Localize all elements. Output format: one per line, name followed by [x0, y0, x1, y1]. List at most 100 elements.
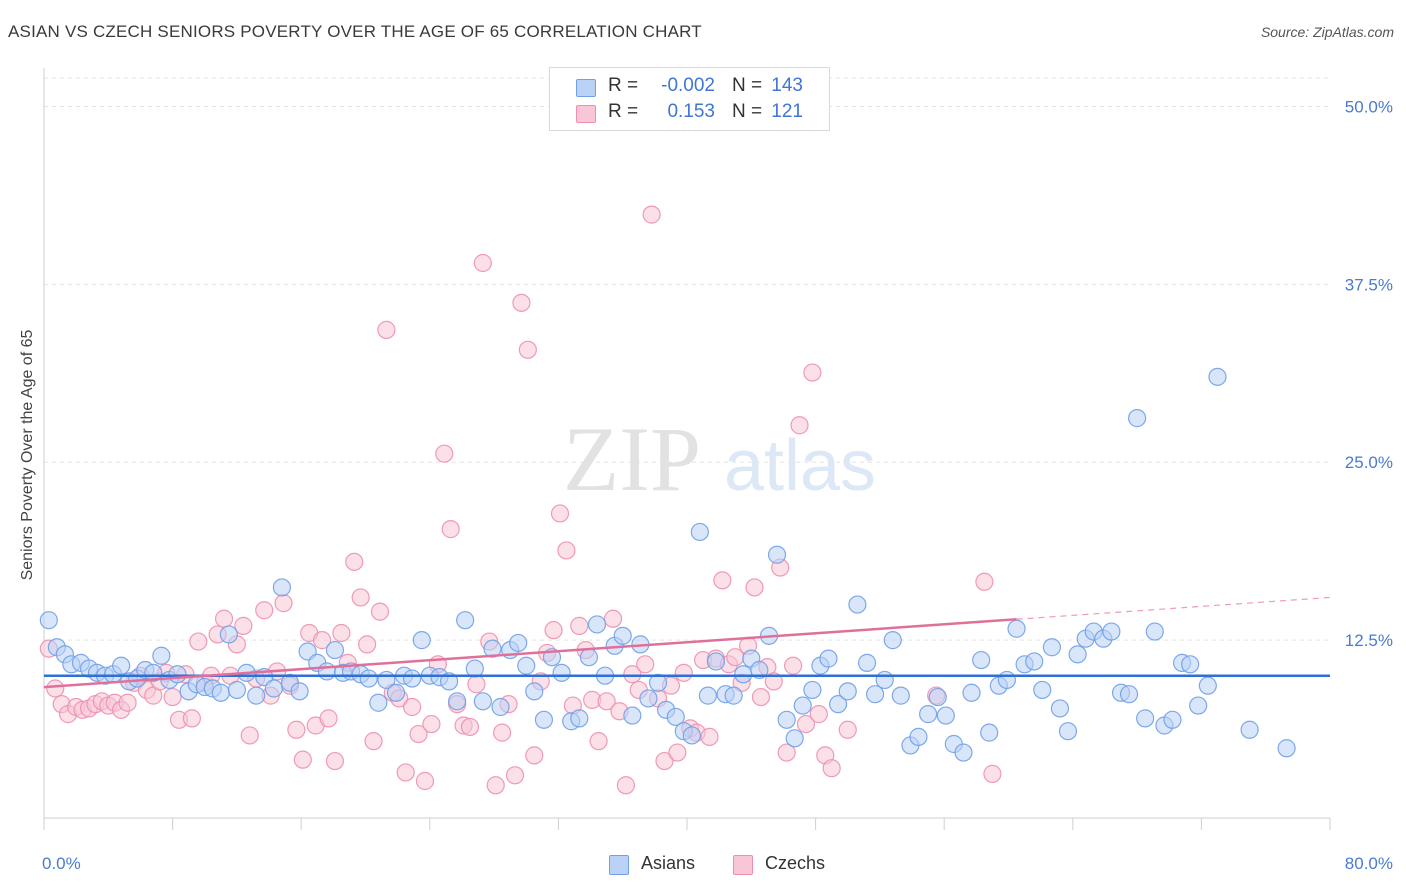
y-tick-labels: 12.5% 25.0% 37.5% 50.0%	[1345, 97, 1393, 650]
asians-point	[848, 595, 867, 614]
legend-label-czechs: Czechs	[765, 853, 826, 873]
asians-point	[152, 646, 171, 665]
asians-point	[1033, 680, 1052, 700]
asians-point	[325, 640, 345, 660]
asians-point	[1181, 655, 1200, 674]
asians-point	[698, 686, 717, 705]
r-value: -0.002	[661, 75, 715, 96]
asians-point	[211, 683, 230, 702]
asians-point	[857, 653, 877, 672]
czechs-point	[435, 444, 454, 463]
asians-point	[639, 689, 658, 708]
czechs-point	[809, 705, 828, 724]
czechs-trend-extension	[1016, 596, 1331, 620]
asians-point	[909, 727, 928, 746]
asians-point	[682, 726, 701, 745]
asians-point	[1127, 409, 1147, 428]
n-label: N =	[732, 101, 763, 122]
czechs-point	[234, 616, 253, 635]
asians-point	[777, 710, 796, 729]
czechs-point	[674, 663, 693, 682]
czechs-point	[467, 675, 486, 694]
asians-point	[448, 692, 467, 711]
asians-point	[525, 682, 544, 701]
asians-point	[1050, 699, 1070, 718]
source-note: Source: ZipAtlas.com	[1260, 24, 1394, 40]
asians-point	[750, 660, 769, 680]
asians-point	[412, 631, 431, 650]
czechs-point	[403, 697, 422, 717]
czechs-point	[287, 720, 306, 739]
watermark-atlas: atlas	[724, 426, 876, 506]
n-value: 143	[771, 75, 803, 96]
czechs-point	[505, 766, 525, 785]
czechs-point	[636, 655, 655, 674]
czechs-point	[518, 340, 537, 359]
czechs-point	[364, 732, 383, 751]
asians-point	[247, 686, 266, 705]
czechs-point	[544, 621, 563, 640]
czechs-point	[473, 253, 492, 273]
asians-point	[767, 545, 787, 564]
asians-point	[865, 685, 885, 704]
asians-point	[465, 659, 484, 678]
asians-point	[1240, 720, 1259, 739]
asians-point	[954, 743, 973, 762]
asians-point	[403, 669, 422, 688]
czechs-trend-line	[43, 618, 1017, 689]
asians-point	[785, 729, 804, 748]
asians-point	[386, 683, 406, 702]
czechs-point	[822, 759, 841, 778]
y-tick-label: 25.0%	[1345, 453, 1393, 472]
asians-point	[666, 707, 685, 727]
asians-point	[928, 687, 947, 707]
asians-point	[369, 693, 388, 712]
czechs-point	[358, 635, 377, 654]
czechs-point	[597, 692, 616, 711]
czechs-point	[214, 609, 234, 628]
czechs-point	[525, 746, 544, 765]
czechs-point	[312, 631, 332, 650]
asians-point	[579, 648, 599, 667]
asians-point	[648, 673, 668, 692]
czechs-point	[751, 687, 771, 707]
asians-point	[509, 633, 528, 653]
x-tick-label-max: 80.0%	[1345, 854, 1393, 873]
asians-point	[359, 669, 378, 688]
asians-point	[1136, 709, 1155, 728]
czechs-point	[118, 693, 137, 712]
legend-swatch-asians	[609, 855, 629, 875]
czechs-point	[396, 763, 415, 782]
czechs-point	[163, 687, 182, 707]
asians-point	[623, 706, 642, 725]
asians-point	[219, 625, 238, 644]
czechs-point	[255, 601, 274, 620]
czechs-point	[668, 743, 687, 762]
asians-point	[734, 665, 753, 684]
czechs-point	[493, 723, 512, 742]
czechs-point	[557, 541, 576, 560]
asians-point	[936, 706, 955, 725]
asians-point	[819, 649, 838, 668]
asians-point	[706, 652, 726, 671]
czechs-point	[783, 656, 803, 675]
asians-point	[491, 697, 510, 717]
correlation-stats-box: R = -0.002 N = 143 R = 0.153 N = 121	[549, 67, 830, 131]
czechs-point	[460, 717, 480, 737]
asians-point	[1068, 645, 1087, 664]
asians-point	[980, 723, 999, 742]
asians-point	[1042, 638, 1062, 657]
asians-point	[272, 578, 292, 597]
czechs-point	[182, 709, 201, 728]
asians-point	[534, 710, 554, 729]
asians-point	[1102, 622, 1121, 641]
asians-point	[613, 626, 632, 645]
czechs-point	[486, 776, 505, 795]
asians-point	[264, 679, 283, 698]
asians-point	[587, 615, 607, 634]
czechs-point	[796, 714, 816, 734]
czechs-point	[790, 416, 809, 435]
legend-label-asians: Asians	[641, 853, 696, 873]
x-tick-label-min: 0.0%	[42, 854, 81, 873]
